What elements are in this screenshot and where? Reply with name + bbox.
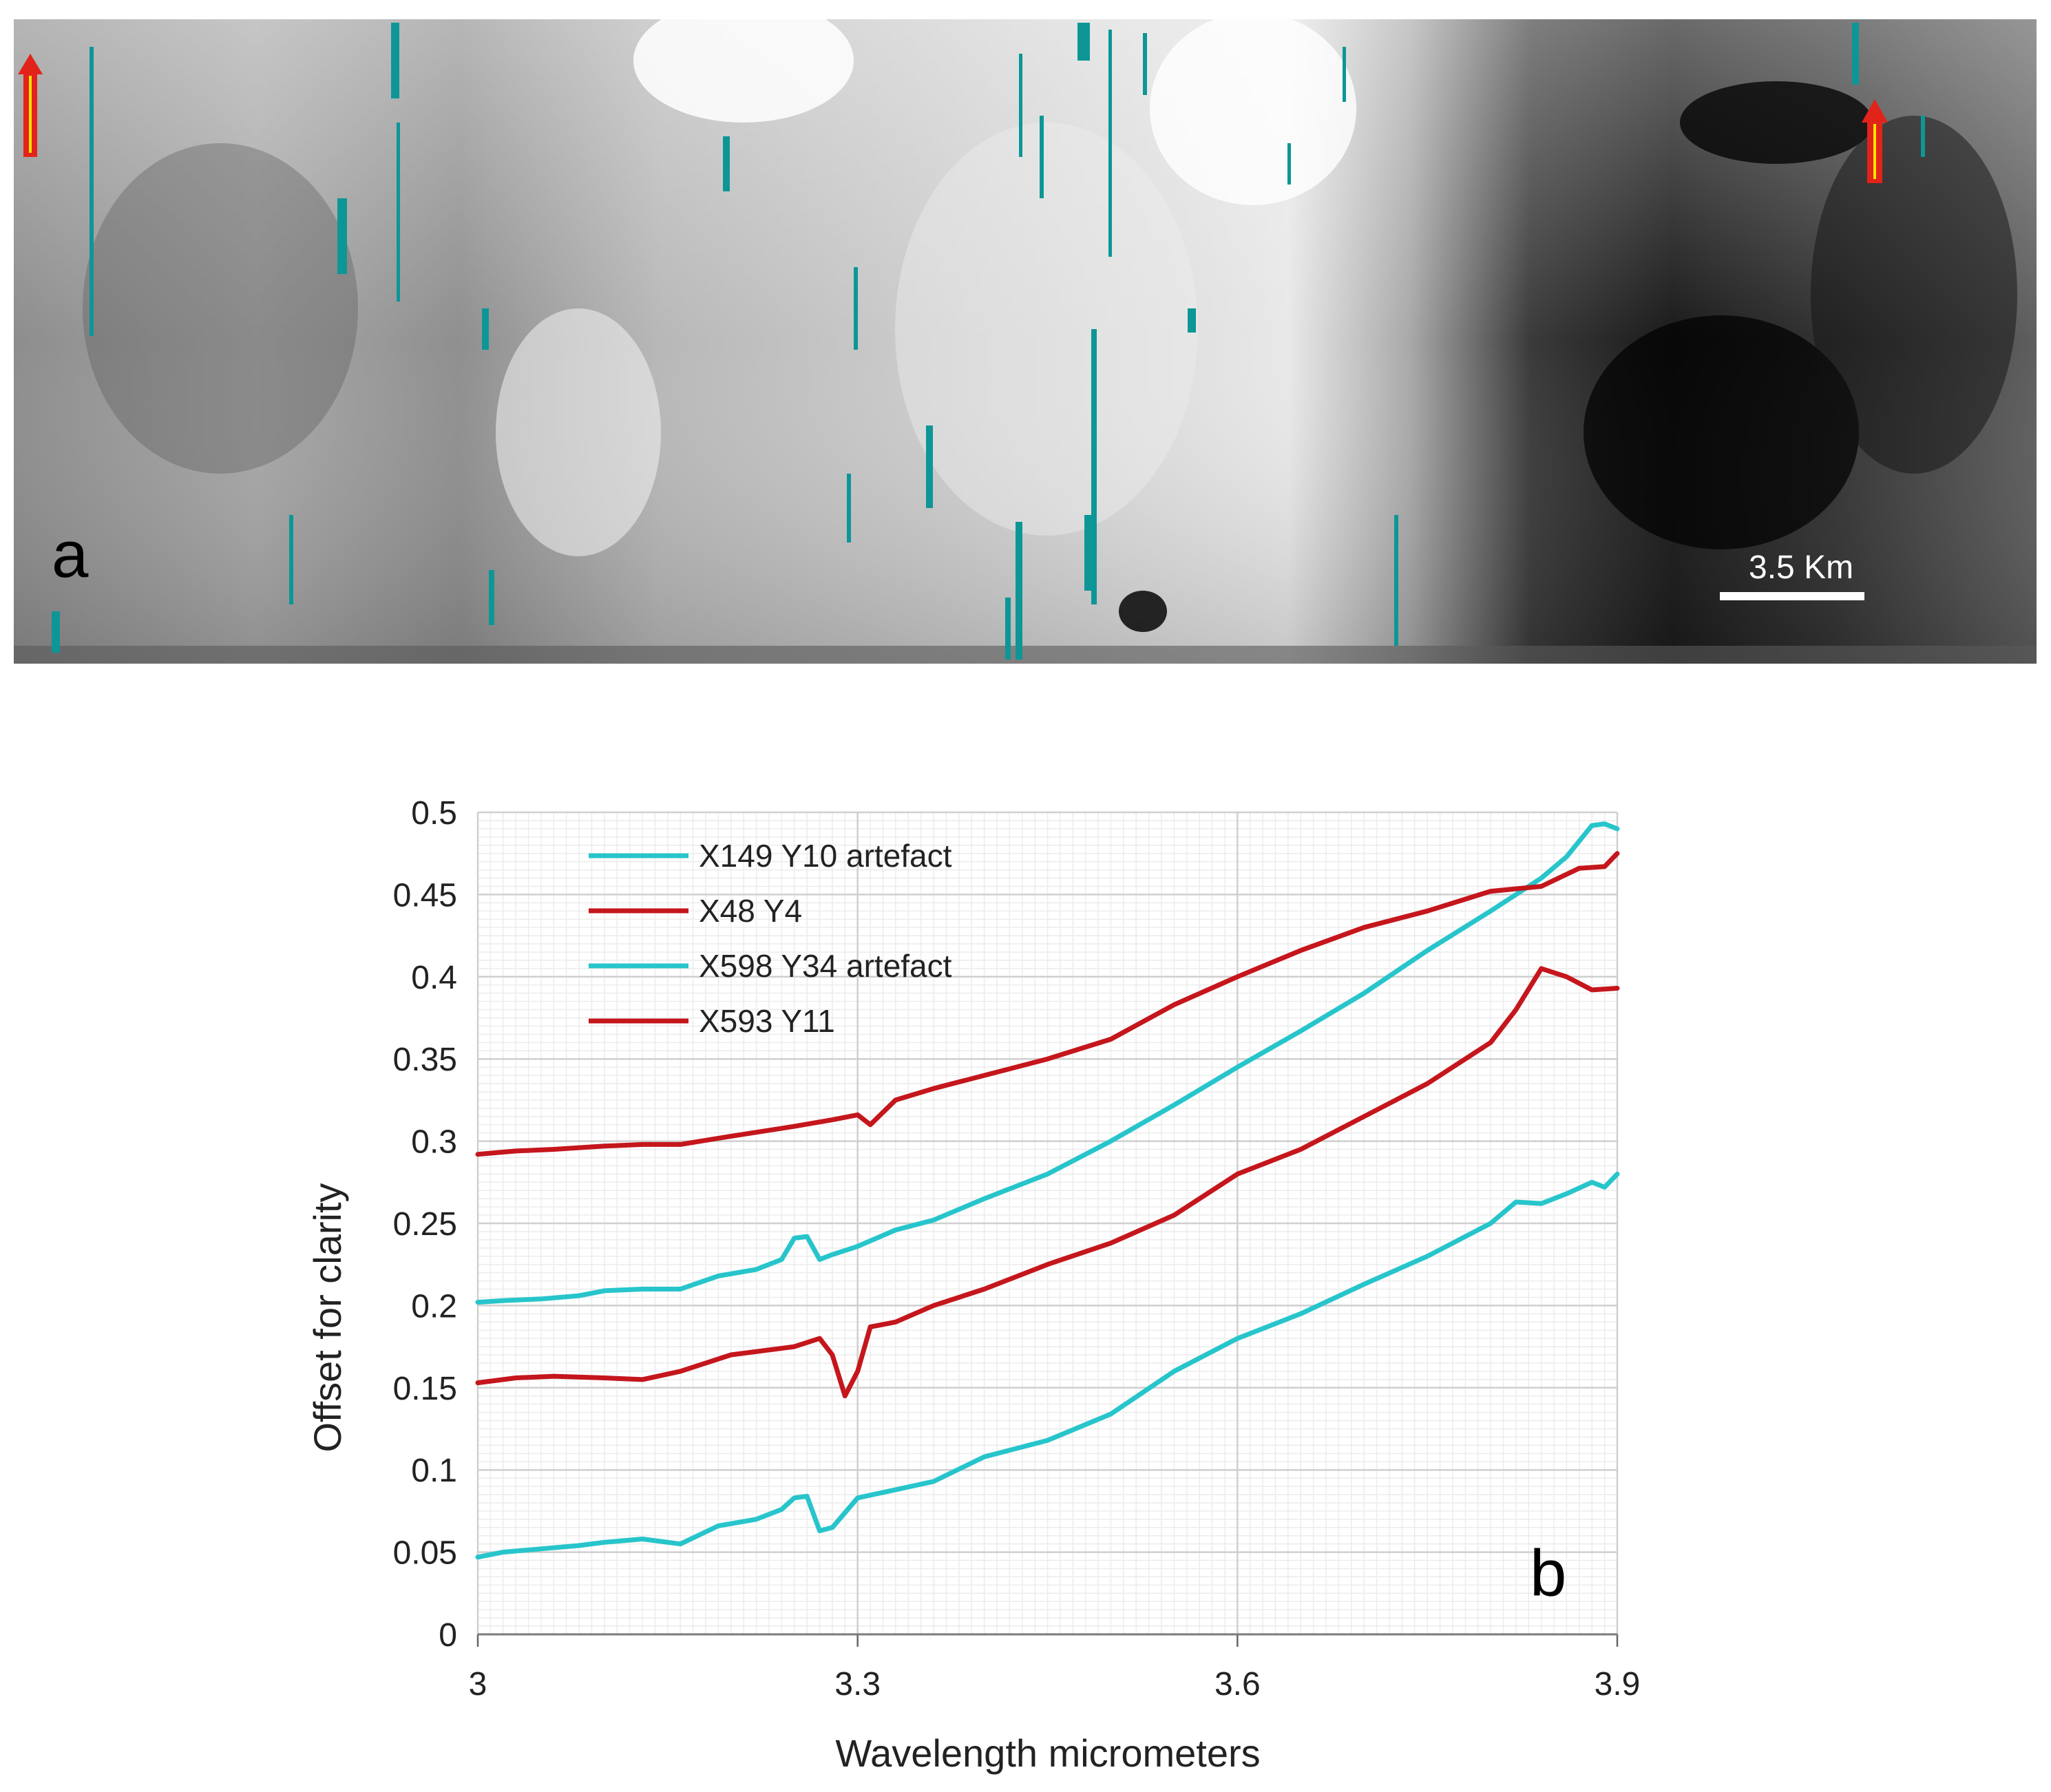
artefact-mark [1143,33,1147,95]
y-tick-label: 0.2 [411,1288,457,1325]
legend-label: X598 Y34 artefact [699,948,952,984]
y-tick-label: 0.1 [411,1453,457,1489]
chart-svg: 0 0.05 0.1 0.15 0.2 0.25 0.3 0.35 0.4 0.45 0.5 3 3.3… [306,795,1641,1775]
panel-a-label: a [52,518,89,591]
bottom-edge-band [14,646,2037,664]
legend-label: X593 Y11 [699,1003,835,1039]
artefact-mark [1188,308,1196,333]
artefact-mark [1852,23,1859,85]
artefact-mark [723,136,730,191]
artefact-mark [1005,598,1011,660]
dark-patch [1584,315,1859,549]
artefact-mark [1921,116,1925,157]
dark-patch [1680,81,1873,164]
legend-label: X149 Y10 artefact [699,838,952,874]
artefact-marks [52,23,1925,660]
scale-bar [1720,592,1864,600]
artefact-mark [1287,143,1291,185]
right-red-arrow [1862,99,1888,183]
series [475,821,1620,1560]
left-red-arrow [18,54,43,157]
bright-patch [895,123,1198,536]
artefact-mark [391,23,399,98]
artefact-mark [1084,515,1094,591]
y-tick-label: 0.4 [411,960,457,996]
bright-patch [1150,12,1356,205]
panel-a-svg: 3.5 Km a [14,0,2037,664]
panel-b-chart: 0 0.05 0.1 0.15 0.2 0.25 0.3 0.35 0.4 0.45 0.5 3 3.3… [0,688,2051,1789]
series-line [475,851,1620,1157]
x-tick-label: 3 [469,1666,487,1703]
artefact-mark [847,474,851,542]
x-tick-label: 3.6 [1214,1666,1261,1703]
panel-b-label: b [1530,1537,1566,1610]
y-tick-label: 0.3 [411,1124,457,1161]
grid [476,811,1619,1636]
y-tick-label: 0.5 [411,795,457,832]
axes: 0 0.05 0.1 0.15 0.2 0.25 0.3 0.35 0.4 0.45 0.5 3 3.3… [393,795,1641,1703]
bright-patch [496,308,661,556]
bright-patch [633,0,854,123]
artefact-mark [1343,47,1346,102]
legend-label: X48 Y4 [699,893,802,929]
series-line [475,1171,1620,1560]
legend: X149 Y10 artefact X48 Y4 X598 Y34 artefact… [589,838,952,1039]
artefact-mark [482,308,489,350]
y-tick-label: 0.35 [393,1042,457,1078]
artefact-mark [1091,329,1097,604]
artefact-mark [289,515,293,604]
dark-patch [1119,591,1167,632]
artefact-mark [1016,522,1022,660]
artefact-mark [926,425,933,508]
artefact-mark [854,267,858,350]
artefact-mark [397,123,400,302]
artefact-mark [1077,23,1090,61]
artefact-mark [1019,54,1022,157]
panel-a-image: 3.5 Km a [14,0,2037,664]
x-tick-label: 3.9 [1595,1666,1641,1703]
artefact-mark [1108,30,1112,257]
dark-patch [83,143,358,474]
y-tick-label: 0.05 [393,1535,457,1572]
artefact-mark [489,570,494,625]
dark-patch [1811,116,2017,474]
x-tick-label: 3.3 [834,1666,881,1703]
artefact-mark [1394,515,1398,646]
series-line [475,821,1620,1305]
y-tick-label: 0.25 [393,1206,457,1243]
scale-bar-label: 3.5 Km [1749,549,1853,586]
artefact-mark [90,47,94,336]
y-tick-label: 0 [439,1617,457,1654]
artefact-mark [1040,116,1044,198]
artefact-mark [52,611,60,653]
y-axis-label: Offset for clarity [306,1183,349,1452]
series-line [475,966,1620,1399]
y-tick-label: 0.15 [393,1371,457,1407]
y-tick-label: 0.45 [393,877,457,914]
artefact-mark [337,198,347,274]
x-axis-label: Wavelength micrometers [835,1731,1260,1775]
